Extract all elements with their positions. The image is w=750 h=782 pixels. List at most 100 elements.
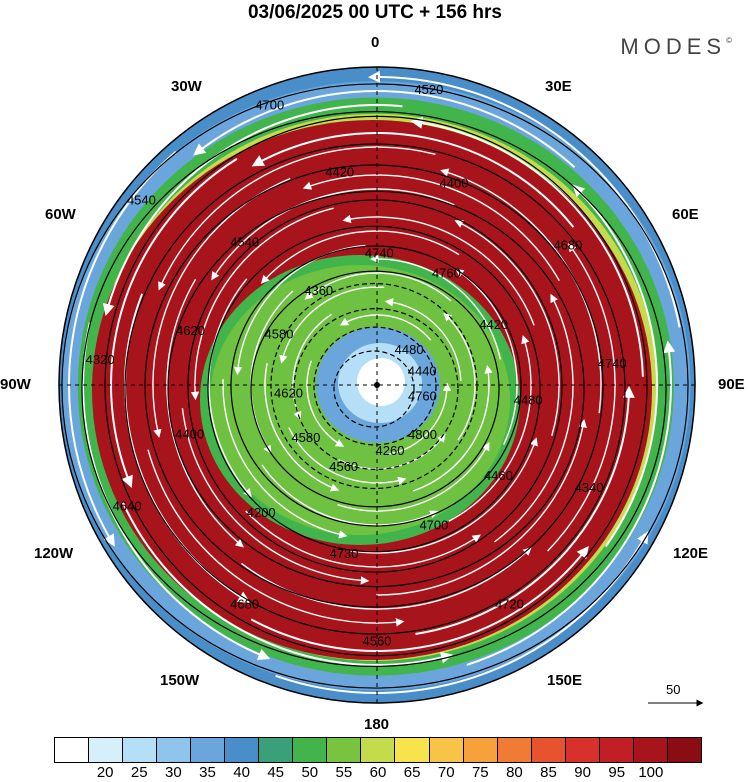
contour-line: [104, 115, 648, 657]
streamline: [410, 116, 644, 377]
lon-label-120e: 120E: [673, 545, 709, 562]
color-legend: [54, 737, 702, 763]
lon-label-150w: 150W: [160, 672, 200, 689]
legend-swatch: [497, 738, 532, 762]
legend-swatch: [225, 738, 260, 762]
contour-label: 4560: [329, 459, 358, 474]
streamline: [158, 146, 436, 291]
contour-label: 4400: [175, 427, 204, 442]
contour-label: 4740: [598, 356, 627, 371]
streamline: [121, 501, 453, 666]
legend-swatch: [123, 738, 158, 762]
streamline: [306, 360, 345, 447]
contour-line: [81, 111, 667, 667]
contour-label: 4540: [230, 235, 259, 250]
contour-line: [207, 225, 541, 553]
contour-line: [270, 282, 478, 490]
brand-mark: ©: [726, 36, 732, 45]
contour-label: 4720: [495, 597, 524, 612]
legend-tick-label: 60: [369, 764, 387, 781]
legend-tick-label: 55: [335, 764, 353, 781]
legend-tick-label: 75: [471, 764, 489, 781]
streamline: [292, 313, 332, 421]
streamline: [448, 335, 532, 522]
legend-swatch: [463, 738, 498, 762]
legend-swatch: [395, 738, 430, 762]
contour-label: 4440: [408, 363, 437, 378]
legend-tick-label: 100: [638, 764, 664, 781]
contour-line: [293, 308, 459, 470]
streamline: [443, 312, 476, 441]
legend-swatch: [667, 738, 701, 762]
contour-label: 4760: [432, 265, 461, 280]
legend-swatch: [565, 738, 600, 762]
streamline: [342, 214, 535, 326]
contour-label: 4730: [330, 546, 359, 561]
streamline: [415, 385, 635, 635]
streamline: [251, 132, 575, 228]
streamline: [279, 286, 385, 364]
streamline: [208, 278, 252, 498]
legend-swatch: [259, 738, 294, 762]
contour-label: 4580: [291, 430, 320, 445]
streamline: [222, 379, 348, 539]
lon-label-60e: 60E: [672, 206, 699, 223]
streamline: [68, 151, 177, 547]
contour-label: 4620: [176, 323, 205, 338]
contour-line: [333, 350, 415, 428]
lon-label-180: 180: [364, 716, 390, 733]
contour-label: 4360: [304, 283, 333, 298]
contour-line: [167, 190, 585, 588]
streamline: [250, 545, 589, 653]
contour-label: 4400: [440, 176, 469, 191]
streamline: [288, 427, 407, 485]
streamline: [337, 441, 490, 512]
legend-swatch: [599, 738, 634, 762]
contour-label: 4260: [376, 443, 405, 458]
contour-label: 4200: [247, 505, 276, 520]
legend-tick-label: 30: [165, 764, 182, 781]
legend-swatch: [429, 738, 464, 762]
streamline: [454, 220, 560, 436]
streamline: [376, 419, 587, 596]
streamline: [572, 184, 659, 548]
streamline: [193, 90, 576, 169]
wind-speed-field: 4760 4700 4680 4620 4540 4520 4420 4340 4260 4200…: [59, 67, 695, 703]
map-title: 03/06/2025 00 UTC + 156 hrs: [247, 2, 503, 23]
contour-label: 4740: [365, 245, 394, 260]
streamline: [147, 449, 405, 627]
polar-map: 4760 4700 4680 4620 4540 4520 4420 4340 4260 4200…: [58, 66, 696, 704]
legend-swatch: [361, 738, 396, 762]
streamline: [412, 365, 493, 492]
legend-tick-label: 95: [608, 764, 626, 781]
contour-label: 4420: [479, 317, 508, 332]
contour-label: 4640: [113, 498, 142, 513]
streamline: [368, 70, 681, 328]
streamline: [110, 158, 238, 488]
streamline: [455, 268, 518, 445]
contour-label: 4680: [230, 597, 259, 612]
vector-reference-label: 50: [666, 682, 681, 697]
contour-label: 4340: [575, 480, 604, 495]
streamline: [241, 547, 532, 610]
brand-logo: MODES©: [620, 34, 732, 60]
streamline: [349, 437, 538, 554]
legend-swatch: [89, 738, 124, 762]
legend-tick-label: 20: [96, 764, 114, 781]
brand-name: MODES: [620, 34, 727, 59]
contour-label: 4580: [265, 327, 294, 342]
legend-swatch: [191, 738, 226, 762]
streamline: [245, 510, 481, 568]
legend-swatch: [633, 738, 668, 762]
legend-tick-label: 65: [403, 764, 421, 781]
streamline: [261, 464, 439, 526]
streamline: [384, 298, 462, 381]
streamline: [82, 322, 271, 661]
streamline: [181, 408, 370, 585]
legend-tick-label: 50: [301, 764, 319, 781]
lon-label-120w: 120W: [34, 545, 74, 562]
streamline: [304, 272, 452, 302]
streamline: [302, 174, 560, 282]
vector-reference-arrow: [648, 699, 704, 707]
legend-tick-label: 45: [267, 764, 285, 781]
